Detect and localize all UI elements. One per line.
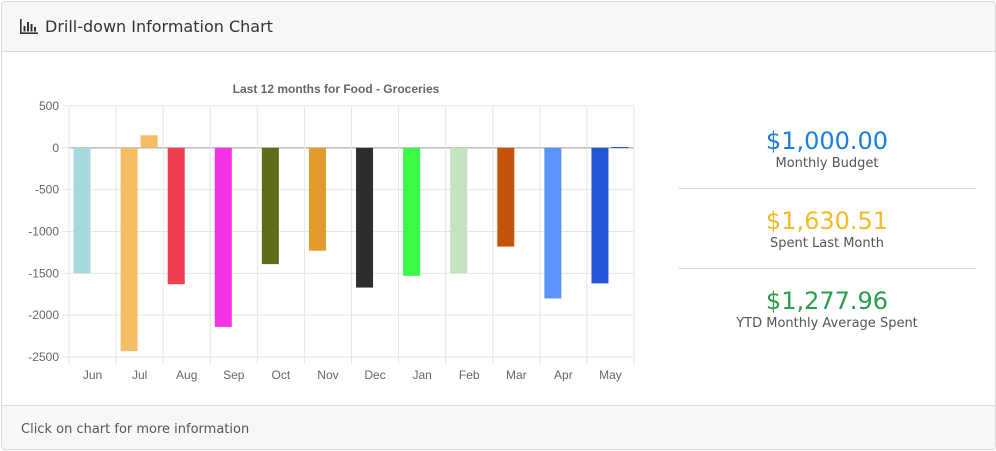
- bar-may: [611, 146, 629, 148]
- bar-sep: [214, 147, 232, 327]
- bar-jan: [403, 147, 421, 276]
- bar-nov: [308, 147, 326, 251]
- footer-hint: Click on chart for more information: [21, 422, 250, 437]
- bar-jul: [120, 147, 138, 352]
- stat-value: $1,000.00: [765, 127, 889, 155]
- stat-value: $1,630.51: [765, 207, 889, 235]
- card-header: Drill-down Information Chart: [2, 2, 995, 52]
- y-tick-label: -1500: [28, 266, 59, 280]
- divider: [678, 268, 976, 269]
- bar-chart-icon: [20, 19, 38, 34]
- stat-label: Monthly Budget: [775, 156, 879, 171]
- chart-title: Last 12 months for Food - Groceries: [233, 82, 440, 96]
- x-tick-label: Oct: [272, 368, 291, 382]
- x-tick-label: Jul: [132, 368, 147, 382]
- drill-down-chart[interactable]: Last 12 months for Food - Groceries 500 0 -…: [2, 52, 662, 404]
- stat-spent-last-month: $1,630.51 Spent Last Month: [678, 207, 976, 251]
- stat-value: $1,277.96: [765, 287, 889, 315]
- y-tick-label: -2000: [28, 308, 59, 322]
- x-tick-label: Dec: [364, 368, 385, 382]
- y-tick-label: 500: [39, 99, 59, 113]
- x-tick-label: Sep: [223, 368, 245, 382]
- bar-aug: [167, 147, 185, 285]
- stat-ytd-average: $1,277.96 YTD Monthly Average Spent: [678, 287, 976, 331]
- bar-mar: [497, 147, 515, 247]
- bar-jun: [73, 147, 91, 274]
- bar-may: [591, 147, 609, 284]
- bar-feb: [450, 147, 468, 274]
- y-tick-label: 0: [52, 141, 59, 155]
- x-tick-label: Apr: [554, 368, 573, 382]
- bar-jul: [140, 135, 158, 148]
- x-tick-label: Jun: [83, 368, 102, 382]
- card-footer: Click on chart for more information: [2, 405, 995, 449]
- y-tick-label: -1000: [28, 225, 59, 239]
- y-tick-label: -500: [35, 183, 59, 197]
- stat-label: Spent Last Month: [770, 236, 884, 251]
- x-tick-label: May: [599, 368, 622, 382]
- x-tick-label: Feb: [459, 368, 480, 382]
- bar-chart[interactable]: Last 12 months for Food - Groceries 500 0 -…: [2, 52, 662, 404]
- divider: [678, 188, 976, 189]
- bar-dec: [356, 147, 374, 288]
- x-tick-label: Aug: [176, 368, 197, 382]
- stat-label: YTD Monthly Average Spent: [736, 316, 918, 331]
- card-title: Drill-down Information Chart: [45, 17, 273, 36]
- y-tick-label: -2500: [28, 350, 59, 364]
- x-tick-label: Nov: [317, 368, 338, 382]
- stat-monthly-budget: $1,000.00 Monthly Budget: [678, 127, 976, 171]
- bar-oct: [261, 147, 279, 265]
- bar-apr: [544, 147, 562, 299]
- x-tick-label: Jan: [412, 368, 431, 382]
- x-tick-label: Mar: [506, 368, 527, 382]
